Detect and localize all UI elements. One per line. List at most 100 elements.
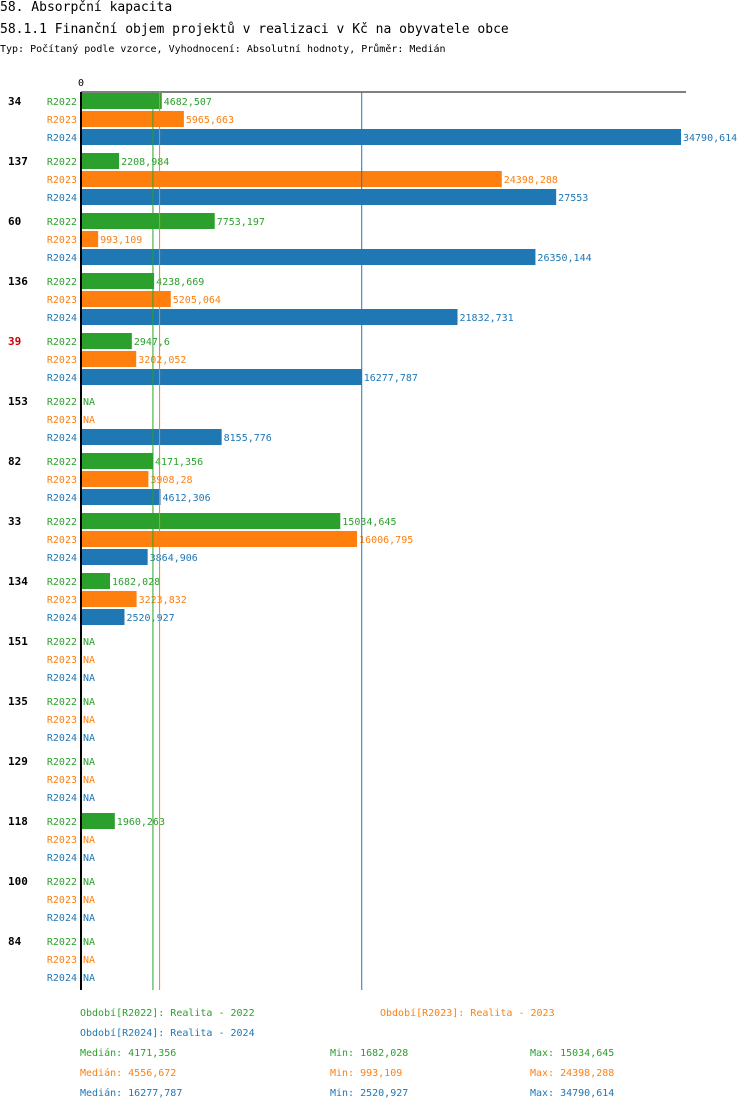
value-label: 26350,144: [537, 253, 591, 264]
series-label: R2022: [47, 937, 77, 948]
bar: [81, 309, 458, 325]
value-label: NA: [83, 955, 95, 966]
series-label: R2024: [47, 433, 77, 444]
group-label: 135: [8, 695, 28, 708]
series-label: R2022: [47, 157, 77, 168]
group-label: 100: [8, 875, 28, 888]
bar: [81, 453, 153, 469]
bar: [81, 609, 125, 625]
group-label: 151: [8, 635, 28, 648]
value-label: 5205,064: [173, 295, 221, 306]
series-label: R2023: [47, 775, 77, 786]
value-label: 3908,28: [150, 475, 192, 486]
series-label: R2022: [47, 337, 77, 348]
group-label: 118: [8, 815, 28, 828]
value-label: NA: [83, 913, 95, 924]
series-label: R2024: [47, 553, 77, 564]
series-label: R2022: [47, 97, 77, 108]
series-label: R2023: [47, 415, 77, 426]
chart-meta: Typ: Počítaný podle vzorce, Vyhodnocení:…: [0, 44, 446, 55]
series-label: R2024: [47, 493, 77, 504]
value-label: 1960,263: [117, 817, 165, 828]
series-label: R2024: [47, 673, 77, 684]
bar: [81, 369, 362, 385]
bar: [81, 573, 111, 589]
bar: [81, 153, 120, 169]
value-label: NA: [83, 877, 95, 888]
bar: [81, 189, 557, 205]
value-label: NA: [83, 853, 95, 864]
page-title: 58. Absorpční kapacita: [0, 0, 173, 15]
axis-zero-label: 0: [78, 78, 84, 89]
series-label: R2024: [47, 733, 77, 744]
series-label: R2023: [47, 895, 77, 906]
value-label: NA: [83, 733, 95, 744]
series-label: R2024: [47, 793, 77, 804]
value-label: NA: [83, 835, 95, 846]
stat-min-r2024: Min: 2520,927: [330, 1088, 409, 1099]
group-label: 153: [8, 395, 28, 408]
group-label: 84: [8, 935, 22, 948]
value-label: 21832,731: [460, 313, 514, 324]
value-label: 5965,663: [186, 115, 234, 126]
value-label: NA: [83, 673, 95, 684]
series-label: R2022: [47, 697, 77, 708]
value-label: NA: [83, 397, 95, 408]
series-label: R2024: [47, 193, 77, 204]
value-label: 27553: [558, 193, 588, 204]
series-label: R2022: [47, 877, 77, 888]
series-label: R2024: [47, 313, 77, 324]
bar: [81, 333, 132, 349]
bar: [81, 111, 184, 127]
value-label: 4612,306: [163, 493, 211, 504]
bar: [81, 351, 137, 367]
series-label: R2024: [47, 253, 77, 264]
group-label: 134: [8, 575, 28, 588]
value-label: NA: [83, 973, 95, 984]
stat-max-r2024: Max: 34790,614: [530, 1088, 615, 1099]
group-label: 82: [8, 455, 21, 468]
series-label: R2023: [47, 655, 77, 666]
series-label: R2022: [47, 217, 77, 228]
legend-r2022: Období[R2022]: Realita - 2022: [80, 1008, 255, 1019]
value-label: NA: [83, 775, 95, 786]
value-label: 4682,507: [164, 97, 212, 108]
bar: [81, 249, 536, 265]
bar: [81, 93, 162, 109]
group-label: 33: [8, 515, 21, 528]
series-label: R2024: [47, 853, 77, 864]
value-label: NA: [83, 655, 95, 666]
legend-r2024: Období[R2024]: Realita - 2024: [80, 1028, 255, 1039]
value-label: 2947,6: [134, 337, 170, 348]
value-label: 7753,197: [217, 217, 265, 228]
bar: [81, 291, 171, 307]
bar: [81, 489, 161, 505]
value-label: 15034,645: [342, 517, 396, 528]
bar: [81, 471, 149, 487]
value-label: NA: [83, 757, 95, 768]
value-label: 34790,614: [683, 133, 737, 144]
group-label: 129: [8, 755, 28, 768]
stat-max-r2022: Max: 15034,645: [530, 1048, 615, 1059]
value-label: 1682,028: [112, 577, 160, 588]
value-label: 16277,787: [364, 373, 418, 384]
series-label: R2024: [47, 133, 77, 144]
group-label: 39: [8, 335, 21, 348]
stat-max-r2023: Max: 24398,288: [530, 1068, 615, 1079]
value-label: NA: [83, 715, 95, 726]
value-label: NA: [83, 415, 95, 426]
value-label: NA: [83, 697, 95, 708]
series-label: R2024: [47, 913, 77, 924]
stat-min-r2022: Min: 1682,028: [330, 1048, 409, 1059]
bar: [81, 429, 222, 445]
value-label: NA: [83, 793, 95, 804]
series-label: R2022: [47, 457, 77, 468]
stat-median-r2023: Medián: 4556,672: [80, 1068, 177, 1079]
legend-r2023: Období[R2023]: Realita - 2023: [380, 1008, 555, 1019]
series-label: R2023: [47, 715, 77, 726]
value-label: 8155,776: [224, 433, 272, 444]
series-label: R2023: [47, 535, 77, 546]
series-label: R2023: [47, 295, 77, 306]
value-label: NA: [83, 937, 95, 948]
bar: [81, 591, 137, 607]
